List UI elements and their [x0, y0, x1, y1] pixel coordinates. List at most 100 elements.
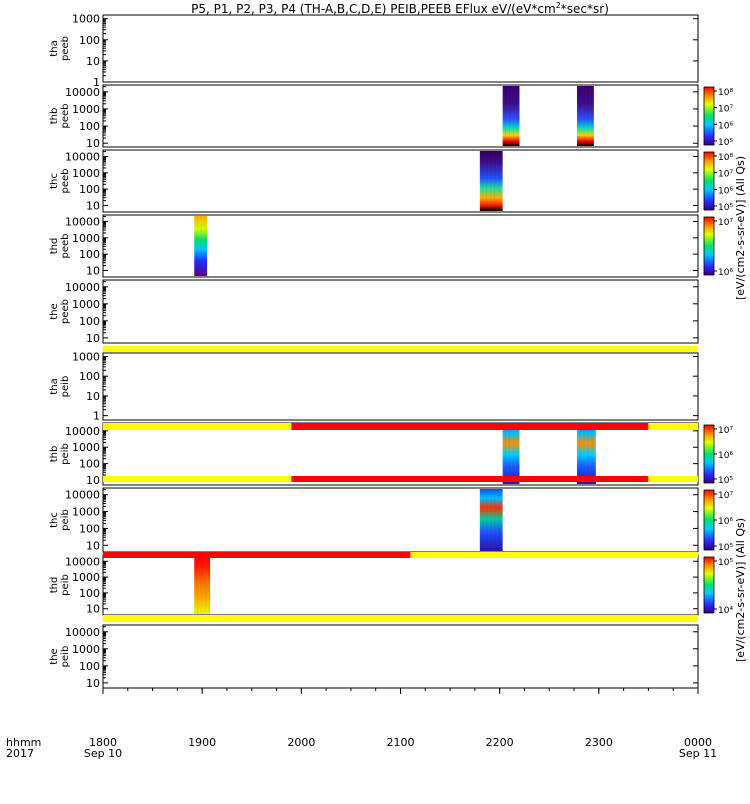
- y-tick-label: 100: [79, 34, 100, 47]
- colorbar: 10⁷ 10⁶ 10⁵: [703, 489, 733, 553]
- colorbar-tick-label: 10⁶: [718, 451, 733, 461]
- y-tick-label: 10000: [65, 150, 100, 163]
- panel-label-product: peeb: [60, 169, 71, 194]
- colorbar-label-bottom: [eV/(cm2-s-sr-eV)] (All Qs): [734, 518, 747, 662]
- colorbars-group: 10⁸10⁷10⁶10⁵10⁸10⁷10⁶10⁵10⁷10⁶10⁷10⁶10⁵1…: [703, 86, 733, 616]
- panel-label: thepeeb: [49, 299, 71, 324]
- status-segment: [291, 423, 649, 430]
- y-tick-label: 10: [86, 332, 100, 345]
- x-tick-label: 2000: [287, 736, 315, 749]
- panel-frame: [102, 279, 699, 344]
- status-segment: [103, 615, 698, 622]
- colorbar: 10⁷ 10⁶: [703, 216, 733, 278]
- panel-label-probe: thd: [49, 238, 60, 255]
- panel-label-product: peib: [60, 574, 71, 596]
- y-tick-label: 10: [86, 474, 100, 487]
- panel-label: thapeeb: [49, 36, 71, 61]
- y-tick-label: 10: [86, 200, 100, 213]
- panel-label-probe: thd: [49, 577, 60, 594]
- colorbar-tick-label: 10⁶: [718, 121, 733, 131]
- panel-label-product: peeb: [60, 36, 71, 61]
- panels-group: 1000 100 10 1 thapeeb 10000 1000 100 10 thbpeeb 10…: [49, 13, 699, 690]
- panel-background: [103, 280, 698, 343]
- colorbar: 10⁷ 10⁶ 10⁵: [703, 424, 733, 486]
- panel-thc-peeb: 10000 1000 100 10 thcpeeb: [49, 149, 699, 213]
- colorbar-tick-label: 10⁸: [718, 88, 733, 98]
- panel-label: thcpeeb: [49, 169, 71, 194]
- y-tick-label: 100: [79, 120, 100, 133]
- y-tick-label: 1: [93, 410, 100, 423]
- spectrogram-block: [577, 86, 594, 146]
- y-tick-label: 1000: [72, 506, 100, 519]
- panel-label-probe: the: [49, 303, 60, 319]
- panel-label: thbpeeb: [49, 104, 71, 129]
- colorbar-tick-label: 10⁷: [718, 218, 733, 228]
- chart-title: P5, P1, P2, P3, P4 (TH-A,B,C,D,E) PEIB,P…: [191, 1, 609, 16]
- colorbar-ramp: [703, 424, 715, 484]
- x-tick-label: 2100: [387, 736, 415, 749]
- y-tick-label: 1000: [72, 298, 100, 311]
- panel-the-peeb: 10000 1000 100 10 thepeeb: [49, 279, 699, 345]
- x-tick-label: 2200: [486, 736, 514, 749]
- colorbar-ramp: [703, 489, 715, 551]
- panel-background: [103, 215, 698, 277]
- panel-label-probe: thc: [49, 173, 60, 189]
- panel-label-probe: the: [49, 648, 60, 664]
- y-tick-label: 1000: [72, 350, 100, 363]
- panel-label: thapeib: [49, 376, 71, 398]
- y-tick-label: 1: [93, 76, 100, 89]
- y-tick-label: 10000: [65, 215, 100, 228]
- panel-label: thepeib: [49, 646, 71, 668]
- colorbar-tick-label: 10⁶: [718, 186, 733, 196]
- y-tick-label: 10000: [65, 281, 100, 294]
- panel-label: thbpeib: [49, 443, 71, 465]
- panel-thb-peib: 10000 1000 100 10 thbpeib: [49, 422, 699, 487]
- panel-background: [103, 85, 698, 147]
- colorbar-tick-label: 10⁵: [718, 476, 733, 486]
- y-tick-label: 10000: [65, 555, 100, 568]
- y-tick-label: 100: [79, 587, 100, 600]
- x-axis-row2-label: 2017: [6, 747, 34, 760]
- x-axis-end-date: Sep 11: [679, 747, 717, 760]
- panel-thd-peib: 10000 1000 100 10 thdpeib: [49, 554, 699, 616]
- x-tick-label: 2300: [585, 736, 613, 749]
- colorbar: 10⁸ 10⁷ 10⁶ 10⁵: [703, 86, 733, 148]
- y-tick-label: 10: [86, 55, 100, 68]
- y-tick-label: 100: [79, 248, 100, 261]
- status-segment: [648, 423, 698, 430]
- colorbar-tick-label: 10⁷: [718, 426, 733, 436]
- y-tick-label: 100: [79, 458, 100, 471]
- colorbar-tick-label: 10⁵: [718, 558, 733, 568]
- y-tick-label: 1000: [72, 13, 100, 26]
- x-axis-start-date: Sep 10: [84, 747, 122, 760]
- y-tick-label: 10000: [65, 489, 100, 502]
- y-tick-label: 10: [86, 137, 100, 150]
- colorbar-ramp: [703, 216, 715, 276]
- status-segment: [291, 476, 649, 482]
- x-axis-row1-label: hhmm: [6, 736, 41, 749]
- spectrogram-block: [502, 86, 520, 146]
- panel-label-product: peeb: [60, 104, 71, 129]
- panel-background: [103, 625, 698, 688]
- colorbar: 10⁵ 10⁴: [703, 556, 733, 616]
- panel-background: [103, 488, 698, 552]
- colorbar-tick-label: 10⁶: [718, 268, 733, 278]
- y-tick-label: 100: [79, 315, 100, 328]
- panel-thd-peeb: 10000 1000 100 10 thdpeeb: [49, 214, 699, 278]
- y-tick-label: 10000: [65, 86, 100, 99]
- status-segment: [103, 423, 292, 430]
- y-tick-label: 100: [79, 522, 100, 535]
- y-tick-label: 1000: [72, 232, 100, 245]
- panel-label-product: peeb: [60, 299, 71, 324]
- panel-label-product: peib: [60, 443, 71, 465]
- colorbar-label-top: [eV/(cm2-s-sr-eV)] (All Qs): [734, 156, 747, 300]
- panel-label: thdpeib: [49, 574, 71, 596]
- colorbar-tick-label: 10⁷: [718, 105, 733, 115]
- y-tick-label: 1000: [72, 571, 100, 584]
- status-segment: [410, 552, 698, 558]
- panel-the-peib: 10000 1000 100 10 thepeib: [49, 624, 699, 690]
- colorbar-ramp: [703, 556, 715, 614]
- y-tick-label: 10000: [65, 425, 100, 438]
- panel-background: [103, 150, 698, 212]
